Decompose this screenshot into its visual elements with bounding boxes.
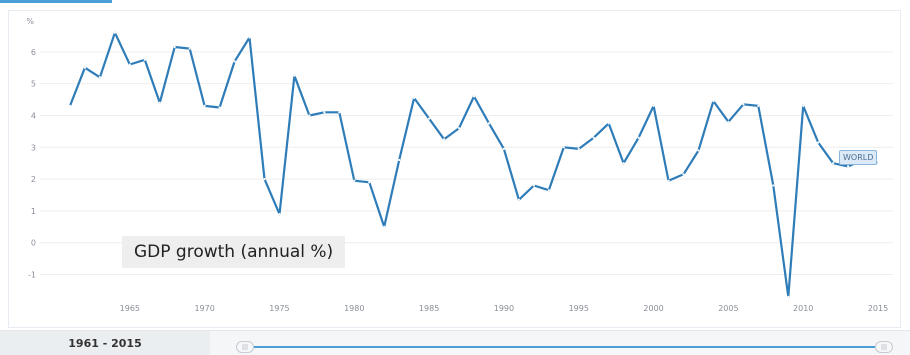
data-point[interactable] (128, 63, 131, 66)
data-point[interactable] (847, 165, 850, 168)
range-slider-track[interactable] (245, 346, 885, 348)
y-axis-unit-label: % (26, 17, 34, 26)
y-tick-label: 3 (31, 143, 36, 152)
x-tick-label: 1970 (194, 304, 214, 313)
grid-lines (40, 51, 893, 276)
data-point[interactable] (98, 76, 101, 79)
data-point[interactable] (802, 104, 805, 108)
range-slider-start-handle[interactable]: ||| (236, 341, 254, 353)
series-label-world: WORLD (839, 150, 878, 165)
data-point[interactable] (637, 136, 640, 139)
data-point[interactable] (577, 147, 580, 150)
data-point[interactable] (742, 103, 745, 106)
data-point[interactable] (68, 104, 72, 108)
data-point[interactable] (772, 184, 775, 187)
data-point[interactable] (562, 146, 565, 149)
data-point[interactable] (383, 225, 386, 228)
data-point[interactable] (517, 198, 520, 201)
data-point[interactable] (607, 122, 610, 125)
y-tick-label: 0 (31, 239, 36, 248)
data-point[interactable] (817, 141, 820, 144)
y-tick-label: 1 (31, 207, 36, 216)
y-tick-label: 2 (31, 175, 36, 184)
time-range-bar: 1961 - 2015 ||| ||| (0, 330, 910, 355)
data-point[interactable] (113, 31, 116, 34)
data-point[interactable] (682, 173, 685, 176)
data-point[interactable] (757, 104, 760, 108)
x-tick-label: 1990 (494, 304, 514, 313)
x-tick-label: 2010 (793, 304, 813, 313)
data-point[interactable] (502, 147, 506, 150)
data-point[interactable] (413, 96, 416, 100)
data-point[interactable] (727, 120, 730, 123)
data-point[interactable] (697, 149, 700, 152)
x-tick-label: 1965 (120, 304, 140, 313)
line-chart: % -1 0 1 2 3 4 5 6 1965 1970 1975 1980 1985 1990 1995… (26, 17, 893, 313)
data-point[interactable] (293, 74, 296, 77)
data-point[interactable] (428, 117, 431, 120)
data-point[interactable] (248, 36, 251, 39)
data-point[interactable] (203, 104, 206, 108)
data-point[interactable] (308, 114, 311, 117)
data-point[interactable] (532, 184, 535, 187)
data-point[interactable] (83, 66, 87, 69)
data-point[interactable] (278, 212, 281, 216)
data-point[interactable] (188, 47, 191, 50)
x-tick-label: 2005 (718, 304, 738, 313)
y-axis-ticks: -1 0 1 2 3 4 5 6 (28, 48, 36, 280)
y-tick-label: 5 (31, 80, 36, 89)
range-slider-end-handle[interactable]: ||| (875, 341, 893, 353)
data-point[interactable] (323, 111, 326, 114)
data-point[interactable] (442, 138, 446, 141)
data-point[interactable] (158, 101, 161, 104)
data-point[interactable] (487, 122, 491, 125)
chart-panel (8, 10, 901, 328)
x-tick-label: 2000 (643, 304, 663, 313)
data-point[interactable] (652, 104, 655, 108)
data-point[interactable] (457, 127, 461, 130)
x-tick-label: 1980 (344, 304, 364, 313)
data-point[interactable] (712, 100, 715, 103)
y-tick-label: 4 (31, 111, 36, 120)
data-point[interactable] (368, 181, 371, 184)
chart-title: GDP growth (annual %) (122, 236, 346, 268)
x-tick-label: 1975 (269, 304, 289, 313)
data-point[interactable] (787, 295, 790, 298)
data-point[interactable] (173, 45, 176, 49)
data-point[interactable] (143, 58, 146, 61)
data-point[interactable] (832, 162, 835, 165)
data-point[interactable] (592, 136, 595, 139)
x-tick-label: 1985 (419, 304, 439, 313)
data-point[interactable] (353, 179, 356, 182)
y-tick-label: 6 (31, 48, 36, 57)
x-tick-label: 2015 (868, 304, 888, 313)
x-axis-ticks: 1965 1970 1975 1980 1985 1990 1995 2000 2005 2010… (120, 304, 889, 313)
data-point[interactable] (876, 162, 880, 165)
data-point[interactable] (667, 179, 670, 182)
data-point[interactable] (622, 162, 625, 165)
data-point[interactable] (398, 158, 401, 162)
data-point[interactable] (472, 95, 476, 98)
data-point[interactable] (233, 60, 236, 63)
y-tick-label: -1 (28, 271, 36, 280)
data-point[interactable] (547, 189, 550, 192)
data-point[interactable] (218, 106, 221, 109)
active-tab-indicator (0, 0, 112, 3)
year-range-label: 1961 - 2015 (0, 331, 210, 355)
data-point[interactable] (263, 177, 266, 181)
series-world (68, 31, 880, 298)
x-tick-label: 1995 (569, 304, 589, 313)
data-point[interactable] (338, 111, 341, 114)
